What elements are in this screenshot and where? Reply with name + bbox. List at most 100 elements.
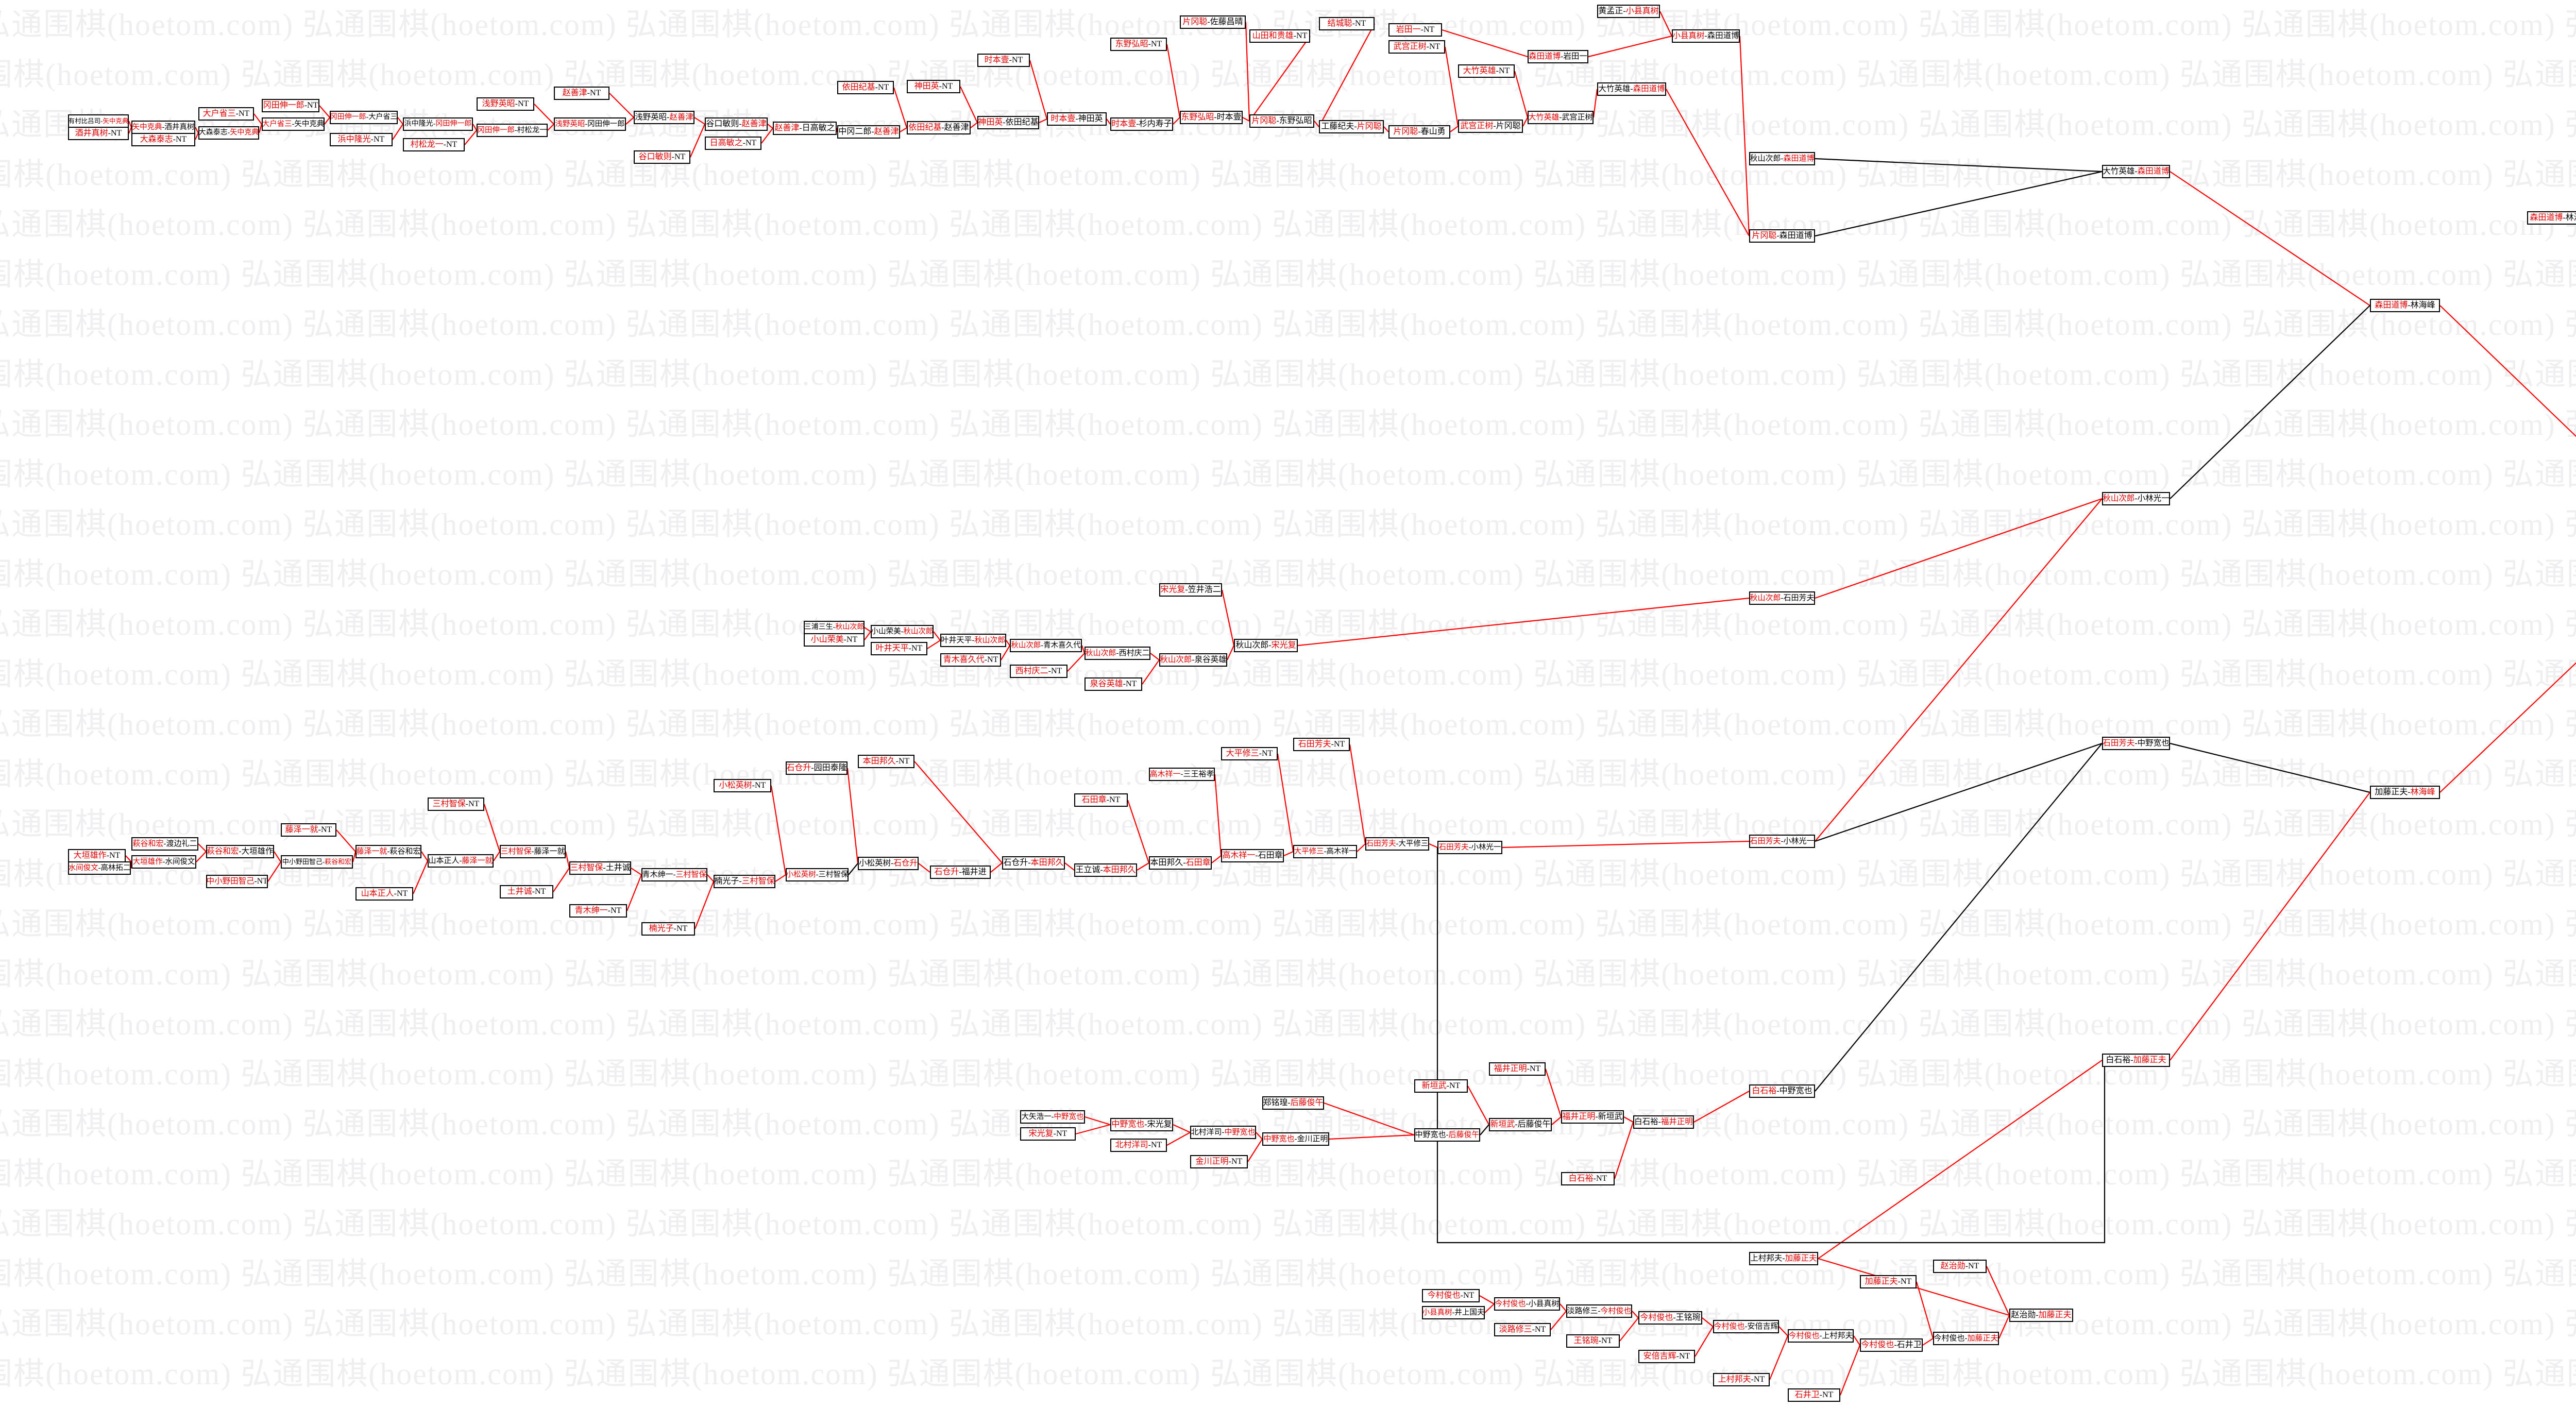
match-box[interactable]: 三村智保 - 藤泽一就 [500,845,566,858]
match-box[interactable]: 有村比吕司 - 矢中克典 [68,114,129,128]
match-box[interactable]: 三村智保 - 土井诚 [569,861,631,875]
match-box[interactable]: 新垣武 - NT [1414,1079,1468,1093]
match-box[interactable]: 土井诚 - NT [500,885,553,898]
match-box[interactable]: 武宫正树 - 片冈聪 [1458,120,1523,133]
match-box[interactable]: 叶井天平 - 秋山次郎 [940,634,1006,647]
match-box[interactable]: 郑铭瑝 - 后藤俊午 [1262,1096,1324,1110]
match-box[interactable]: 片冈聪 - 东野弘昭 [1249,114,1314,128]
match-box[interactable]: 秋山次郎 - 西村庆二 [1084,647,1150,660]
match-box[interactable]: 高木祥一 - 三王裕孝 [1149,768,1215,781]
match-box[interactable]: 大户省三 - 矢中克典 [262,117,325,131]
match-box[interactable]: 日高敏之 - NT [705,137,761,150]
match-box[interactable]: 中小野田智己 - NT [206,875,268,888]
match-box[interactable]: 赵治勋 - 加藤正夫 [2009,1309,2073,1322]
match-box[interactable]: 酒井真树 - NT [68,127,129,140]
match-box[interactable]: 小松英树 - 石仓升 [858,857,919,870]
match-box[interactable]: 石井卫 - NT [1788,1388,1840,1402]
match-box[interactable]: 浜中隆光 - NT [330,133,393,146]
match-box[interactable]: 片冈聪 - 森田道博 [1749,229,1815,243]
match-box[interactable]: 依田纪基 - 赵善津 [907,121,971,134]
match-box[interactable]: 中野宽也 - 金川正明 [1262,1132,1329,1146]
match-box[interactable]: 神田英 - 依田纪基 [977,116,1039,129]
match-box[interactable]: 石田芳夫 - NT [1293,738,1350,751]
match-box[interactable]: 中冈二郎 - 赵善津 [837,125,900,139]
match-box[interactable]: 福井正明 - 新垣武 [1561,1110,1624,1124]
match-box[interactable]: 大户省三 - NT [198,107,254,121]
match-box[interactable]: 北村洋司 - 中野宽也 [1190,1126,1256,1139]
match-box[interactable]: 村松龙一 - NT [403,138,465,151]
match-box[interactable]: 今村俊也 - 安倍吉辉 [1713,1320,1779,1333]
match-box[interactable]: 大矢浩一 - 中野宽也 [1020,1110,1085,1124]
match-box[interactable]: 本田邦久 - NT [858,755,914,768]
match-box[interactable]: 赵治勋 - NT [1933,1260,1987,1273]
match-box[interactable]: 秋山次郎 - 宋光复 [1234,639,1298,652]
match-box[interactable]: 藤泽一就 - 萩谷和宏 [355,845,421,858]
match-box[interactable]: 小山荣美 - 秋山次郎 [871,625,934,638]
match-box[interactable]: 石田章 - NT [1074,793,1128,807]
match-box[interactable]: 今村俊也 - 加藤正夫 [1933,1332,1999,1345]
match-box[interactable]: 大竹英雄 - NT [1458,64,1515,78]
match-box[interactable]: 楠光子 - NT [641,922,695,936]
match-box[interactable]: 时本壹 - 杉内寿子 [1110,117,1173,131]
match-box[interactable]: 新垣武 - 后藤俊午 [1489,1118,1552,1131]
match-box[interactable]: 谷口敏则 - 赵善津 [705,117,768,131]
match-box[interactable]: 浅野英昭 - 赵善津 [634,111,694,124]
match-box[interactable]: 石田芳夫 - 小林光一 [1749,835,1815,848]
match-box[interactable]: 白石裕 - 加藤正夫 [2102,1054,2170,1067]
match-box[interactable]: 白石裕 - 福井正明 [1633,1115,1694,1129]
match-box[interactable]: 淡路修三 - 今村俊也 [1566,1304,1632,1318]
match-box[interactable]: 浜中隆光 - 冈田伸一郎 [403,117,473,131]
match-box[interactable]: 加藤正夫 - NT [1860,1275,1917,1288]
match-box[interactable]: 三浦三生 - 秋山次郎 [804,621,865,634]
match-box[interactable]: 大垣雄作 - 水间俊文 [131,855,196,869]
match-box[interactable]: 楠光子 - 三村智保 [714,875,775,888]
match-box[interactable]: 山田和贵雄 - NT [1249,29,1310,43]
match-box[interactable]: 依田纪基 - NT [837,81,894,94]
match-box[interactable]: 小松英树 - 三村智保 [786,868,849,881]
match-box[interactable]: 中野宽也 - 后藤俊午 [1414,1128,1480,1142]
match-box[interactable]: 本田邦久 - 石田章 [1149,856,1212,870]
match-box[interactable]: 上村邦夫 - NT [1713,1373,1770,1386]
match-box[interactable]: 今村俊也 - 石井卫 [1860,1338,1923,1352]
match-box[interactable]: 黄孟正 - 小县真树 [1597,5,1660,18]
match-box[interactable]: 片冈聪 - 春山勇 [1388,125,1450,139]
match-box[interactable]: 高木祥一 - 石田章 [1221,849,1284,862]
match-box[interactable]: 青木喜久代 - NT [940,653,1001,667]
match-box[interactable]: 今村俊也 - NT [1422,1289,1480,1302]
match-box[interactable]: 赵善津 - 日高敏之 [773,122,837,135]
match-box[interactable]: 白石裕 - 中野宽也 [1749,1084,1815,1098]
match-box[interactable]: 王立诚 - 本田邦久 [1074,863,1137,877]
match-box[interactable]: 冈田伸一郎 - 大户省三 [330,111,398,124]
match-box[interactable]: 宋光复 - 笠井浩二 [1159,583,1222,597]
match-box[interactable]: 小县真树 - 森田道博 [1672,29,1740,43]
match-box[interactable]: 矢中克典 - 酒井真树 [131,121,195,134]
match-box[interactable]: 工藤纪夫 - 片冈聪 [1319,120,1384,133]
match-box[interactable]: 石仓升 - 福井进 [930,866,991,879]
match-box[interactable]: 泉谷英雄 - NT [1084,677,1142,691]
match-box[interactable]: 白石裕 - NT [1561,1172,1615,1185]
match-box[interactable]: 东野弘昭 - 时本壹 [1180,111,1243,124]
match-box[interactable]: 青木绅一 - NT [569,904,627,918]
match-box[interactable]: 叶井天平 - NT [871,642,927,655]
match-box[interactable]: 大平修三 - 高木祥一 [1293,845,1357,858]
match-box[interactable]: 片冈聪 - 佐藤昌晴 [1180,15,1246,29]
match-box[interactable]: 石田芳夫 - 小林光一 [1437,841,1502,854]
match-box[interactable]: 岩田一 - NT [1388,23,1442,37]
match-box[interactable]: 赵善津 - NT [554,87,609,100]
match-box[interactable]: 今村俊也 - 王铭琬 [1638,1311,1702,1325]
match-box[interactable]: 谷口敏则 - NT [634,150,690,164]
match-box[interactable]: 大平修三 - NT [1221,747,1278,760]
match-box[interactable]: 上村邦夫 - 加藤正夫 [1749,1252,1818,1265]
match-box[interactable]: 小县真树 - 井上国夫 [1422,1306,1485,1319]
match-box[interactable]: 秋山次郎 - 森田道博 [1749,152,1815,165]
match-box[interactable]: 王铭琬 - NT [1566,1334,1620,1348]
match-box[interactable]: 时本壹 - 神田英 [1047,112,1107,126]
match-box[interactable]: 安倍吉辉 - NT [1638,1350,1695,1363]
match-box[interactable]: 大竹英雄 - 森田道博 [2102,165,2170,178]
match-box[interactable]: 森田道博-林海峰 [2370,299,2440,312]
match-box[interactable]: 冈田伸一郎 - 村松龙一 [477,124,548,137]
match-box[interactable]: 森田道博-林海峰 [2527,211,2576,225]
match-box[interactable]: 东野弘昭 - NT [1110,38,1167,51]
match-box[interactable]: 武宫正树 - NT [1388,40,1445,54]
match-box[interactable]: 大竹英雄 - 森田道博 [1597,82,1666,96]
